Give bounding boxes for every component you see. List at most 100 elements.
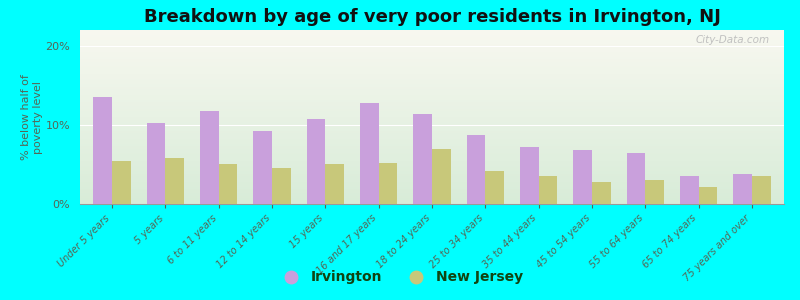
- Bar: [80, 79, 784, 80]
- Bar: [80, 124, 784, 125]
- Bar: [80, 119, 784, 120]
- Bar: [646, 180, 664, 204]
- Bar: [80, 98, 784, 99]
- Bar: [80, 80, 784, 81]
- Bar: [80, 144, 784, 145]
- Bar: [80, 102, 784, 103]
- Bar: [80, 121, 784, 122]
- Legend: Irvington, New Jersey: Irvington, New Jersey: [271, 265, 529, 290]
- Bar: [80, 145, 784, 146]
- Bar: [80, 157, 784, 158]
- Bar: [80, 171, 784, 172]
- Bar: [80, 166, 784, 167]
- Bar: [80, 126, 784, 127]
- Title: Breakdown by age of very poor residents in Irvington, NJ: Breakdown by age of very poor residents …: [143, 8, 721, 26]
- Bar: [80, 141, 784, 142]
- Bar: [80, 139, 784, 140]
- Bar: [80, 175, 784, 176]
- Bar: [80, 194, 784, 195]
- Bar: [80, 59, 784, 60]
- Bar: [80, 38, 784, 39]
- Bar: [80, 163, 784, 164]
- Bar: [80, 92, 784, 93]
- Y-axis label: % below half of
poverty level: % below half of poverty level: [21, 74, 42, 160]
- Bar: [80, 185, 784, 186]
- Bar: [80, 173, 784, 174]
- Bar: [80, 148, 784, 149]
- Bar: [80, 118, 784, 119]
- Bar: [466, 135, 486, 204]
- Bar: [80, 202, 784, 203]
- Bar: [80, 154, 784, 155]
- Bar: [80, 73, 784, 74]
- Bar: [80, 162, 784, 163]
- Bar: [80, 131, 784, 132]
- Bar: [80, 42, 784, 43]
- Bar: [80, 113, 784, 114]
- Bar: [80, 134, 784, 135]
- Bar: [80, 68, 784, 69]
- Bar: [80, 35, 784, 36]
- Bar: [80, 196, 784, 197]
- Bar: [414, 114, 432, 204]
- Bar: [80, 107, 784, 108]
- Bar: [80, 77, 784, 78]
- Bar: [80, 161, 784, 162]
- Bar: [80, 129, 784, 130]
- Bar: [80, 76, 784, 77]
- Bar: [80, 51, 784, 52]
- Bar: [80, 103, 784, 104]
- Bar: [80, 160, 784, 161]
- Bar: [80, 197, 784, 198]
- Bar: [80, 78, 784, 79]
- Bar: [80, 143, 784, 144]
- Bar: [80, 83, 784, 84]
- Bar: [80, 123, 784, 124]
- Bar: [80, 69, 784, 70]
- Bar: [80, 44, 784, 45]
- Bar: [80, 110, 784, 111]
- Bar: [166, 158, 184, 204]
- Bar: [146, 123, 166, 204]
- Bar: [80, 36, 784, 37]
- Bar: [80, 39, 784, 40]
- Bar: [80, 136, 784, 137]
- Bar: [80, 155, 784, 156]
- Bar: [218, 164, 238, 204]
- Bar: [80, 62, 784, 63]
- Bar: [80, 91, 784, 92]
- Bar: [80, 150, 784, 151]
- Bar: [80, 49, 784, 50]
- Bar: [626, 153, 646, 204]
- Bar: [80, 193, 784, 194]
- Bar: [254, 131, 272, 204]
- Bar: [80, 198, 784, 199]
- Bar: [80, 189, 784, 190]
- Bar: [80, 84, 784, 85]
- Bar: [80, 86, 784, 87]
- Bar: [80, 200, 784, 201]
- Bar: [80, 160, 784, 161]
- Bar: [80, 45, 784, 46]
- Bar: [752, 176, 770, 204]
- Bar: [80, 108, 784, 109]
- Bar: [80, 54, 784, 55]
- Bar: [80, 178, 784, 179]
- Bar: [80, 90, 784, 91]
- Bar: [80, 169, 784, 170]
- Bar: [80, 101, 784, 102]
- Bar: [80, 94, 784, 95]
- Bar: [80, 116, 784, 117]
- Bar: [80, 180, 784, 181]
- Bar: [80, 164, 784, 165]
- Bar: [80, 67, 784, 68]
- Bar: [734, 174, 752, 204]
- Bar: [80, 30, 784, 31]
- Bar: [80, 40, 784, 41]
- Bar: [80, 96, 784, 97]
- Bar: [80, 201, 784, 202]
- Bar: [574, 150, 592, 204]
- Bar: [80, 60, 784, 61]
- Bar: [80, 120, 784, 121]
- Bar: [80, 33, 784, 34]
